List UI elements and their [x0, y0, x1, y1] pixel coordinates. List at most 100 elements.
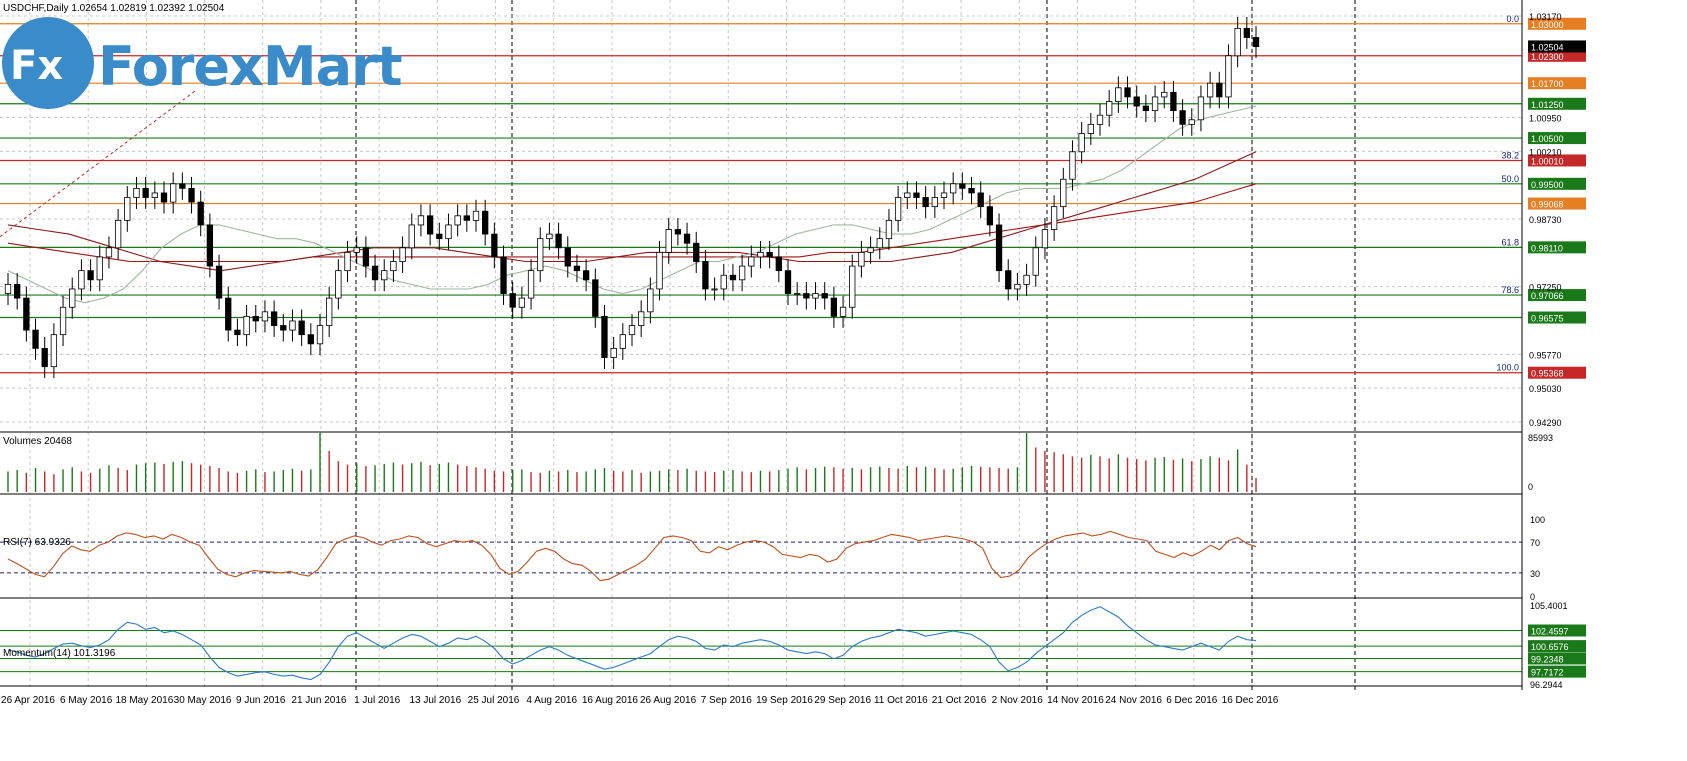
candle-body: [326, 297, 333, 326]
x-tick-label: 9 Jun 2016: [236, 695, 286, 706]
candle-body: [133, 187, 140, 198]
candle-body: [830, 297, 838, 317]
candle-body: [766, 251, 773, 258]
price-level-tag: [1528, 366, 1586, 379]
candle-body: [426, 215, 434, 235]
ma-slow-line: [7, 183, 1257, 263]
candle-body: [1023, 274, 1030, 285]
candle-body: [509, 293, 516, 308]
candle-body: [142, 187, 149, 198]
labels: USDCHF,Daily 1.02654 1.02819 1.02392 1.0…: [3, 3, 225, 659]
fib-level-label: 100.0: [1496, 363, 1519, 373]
candle-body: [794, 293, 801, 295]
candle-body: [69, 288, 76, 308]
candle-body: [390, 261, 397, 272]
candle-body: [702, 261, 709, 290]
candle-body: [867, 247, 874, 253]
x-tick-label: 13 Jul 2016: [409, 695, 461, 706]
x-tick-label: 1 Jul 2016: [354, 695, 401, 706]
candle-body: [904, 192, 911, 198]
candle-body: [858, 251, 865, 267]
logo-fx-text: Fx: [10, 43, 64, 89]
candle-body: [1087, 123, 1094, 134]
momentum-level-tag: [1528, 652, 1586, 665]
price-level-label: 1.00010: [1531, 156, 1564, 166]
candle-body: [32, 329, 39, 349]
y-tick-label: 0.95030: [1529, 384, 1562, 394]
candle-body: [527, 270, 535, 299]
candle-body: [812, 293, 819, 299]
price-level-tag: [1528, 97, 1586, 110]
y-tick-label: 1.03170: [1529, 12, 1562, 22]
candle-body: [1170, 91, 1177, 112]
candle-body: [344, 251, 351, 272]
candle-body: [711, 288, 718, 291]
candle-body: [1234, 27, 1241, 57]
candle-body: [280, 325, 287, 331]
candle-body: [14, 283, 21, 299]
candle-body: [803, 293, 810, 299]
x-tick-label: 4 Aug 2016: [526, 695, 577, 706]
candle-body: [197, 201, 204, 226]
candle-body: [757, 251, 764, 258]
candle-body: [124, 197, 131, 221]
fib-level-label: 0.0: [1506, 14, 1519, 24]
momentum-tick-label: 105.4001: [1530, 601, 1568, 611]
candle-body: [1243, 27, 1250, 38]
rsi-title: RSI(7) 63.9326: [3, 537, 71, 548]
candle-body: [59, 306, 67, 336]
candle-body: [225, 297, 232, 331]
trend-line: [0, 89, 197, 238]
candle-body: [950, 183, 957, 194]
price-level-tag: [1528, 289, 1586, 302]
candle-body: [1032, 247, 1039, 276]
candle-body: [628, 325, 636, 336]
rsi-panel: 100 70 30 0: [0, 515, 1545, 602]
candle-body: [729, 274, 737, 281]
chart-title: USDCHF,Daily 1.02654 1.02819 1.02392 1.0…: [3, 3, 225, 14]
candle-body: [1179, 110, 1186, 125]
x-tick-label: 11 Oct 2016: [874, 695, 928, 706]
grid: [0, 0, 1522, 690]
candle-body: [289, 320, 296, 331]
candle-body: [1124, 87, 1131, 98]
momentum-level-label: 99.2348: [1531, 654, 1564, 664]
x-tick-label: 21 Jun 2016: [291, 695, 346, 706]
volume-zero-label: 0: [1528, 482, 1533, 492]
candle-body: [1014, 283, 1021, 290]
momentum-line: [7, 606, 1257, 681]
candle-body: [179, 183, 186, 189]
logo-wordmark: ForexMart: [98, 35, 403, 98]
momentum-level-label: 97.7172: [1531, 668, 1564, 678]
y-tick-label: 1.00210: [1529, 147, 1562, 157]
x-tick-label: 6 May 2016: [60, 695, 113, 706]
current-price-label: 1.02504: [1531, 42, 1564, 52]
candle-body: [656, 251, 663, 290]
candle-body: [243, 315, 250, 336]
price-level-label: 0.99068: [1531, 200, 1564, 210]
candle-body: [995, 224, 1003, 272]
candle-body: [472, 210, 480, 221]
candle-body: [307, 334, 314, 345]
y-tick-label: 0.95770: [1529, 350, 1562, 360]
candle-body: [601, 315, 608, 358]
candle-body: [720, 274, 727, 290]
candle-body: [1188, 119, 1195, 125]
candle-body: [381, 270, 388, 281]
rsi-tick-label: 100: [1530, 515, 1545, 525]
momentum-level-tag: [1528, 624, 1586, 637]
x-tick-label: 26 Aug 2016: [640, 695, 697, 706]
momentum-tick-label: 96.2944: [1530, 680, 1563, 690]
candle-body: [592, 279, 599, 317]
candle-body: [1142, 105, 1150, 112]
candle-body: [482, 210, 489, 235]
candle-body: [1206, 82, 1214, 98]
candle-body: [775, 256, 782, 272]
candle-body: [335, 270, 342, 299]
candle-body: [931, 197, 938, 208]
x-tick-label: 16 Aug 2016: [582, 695, 639, 706]
candle-body: [674, 229, 682, 235]
price-level-label: 0.96575: [1531, 314, 1564, 324]
fib-level-label: 38.2: [1501, 150, 1519, 160]
candle-body: [170, 183, 177, 203]
